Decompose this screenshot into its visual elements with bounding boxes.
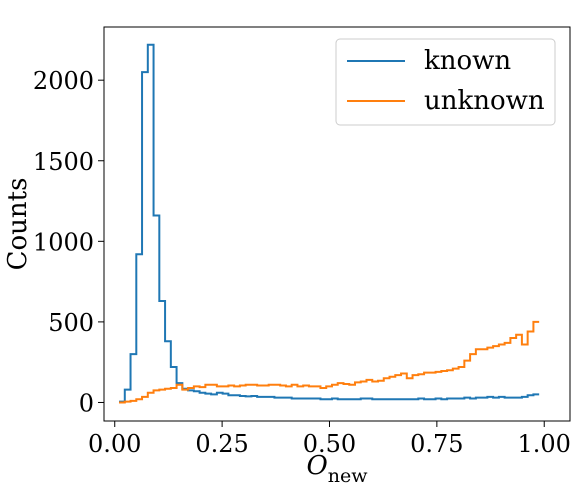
y-tick-label: 2000	[33, 67, 94, 95]
y-axis-label: Counts	[3, 178, 33, 271]
x-axis-label: Onew	[306, 451, 368, 487]
x-tick-label: 0.75	[410, 430, 463, 458]
x-tick-label: 0.25	[195, 430, 248, 458]
series-line-known	[119, 43, 540, 403]
legend-label-known: known	[424, 46, 511, 76]
y-tick-label: 0	[79, 389, 94, 417]
x-tick-label: 0.00	[88, 430, 141, 458]
series-line-unknown	[119, 320, 540, 404]
x-axis-label-main: O	[306, 451, 327, 481]
y-axis: 0 500 1000 1500 2000	[33, 67, 104, 417]
y-tick-label: 1000	[33, 228, 94, 256]
y-tick-label: 500	[48, 309, 94, 337]
plot-area-frame	[103, 26, 571, 422]
y-tick-label: 1500	[33, 148, 94, 176]
legend: known unknown	[335, 38, 556, 126]
legend-label-unknown: unknown	[424, 86, 545, 116]
x-tick-label: 0.50	[303, 430, 356, 458]
x-axis-label-subscript: new	[328, 465, 368, 487]
x-tick-label: 1.00	[518, 430, 571, 458]
series-layer	[119, 43, 540, 404]
x-axis: 0.00 0.25 0.50 0.75 1.00	[88, 421, 571, 458]
